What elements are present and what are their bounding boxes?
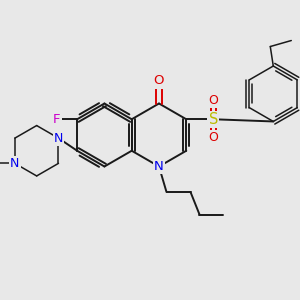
Text: O: O bbox=[208, 94, 218, 107]
Text: N: N bbox=[54, 132, 63, 145]
Text: N: N bbox=[154, 160, 164, 173]
Text: O: O bbox=[208, 131, 218, 144]
Text: N: N bbox=[10, 157, 20, 170]
Text: O: O bbox=[154, 74, 164, 88]
Text: S: S bbox=[208, 112, 218, 127]
Text: F: F bbox=[53, 113, 61, 126]
